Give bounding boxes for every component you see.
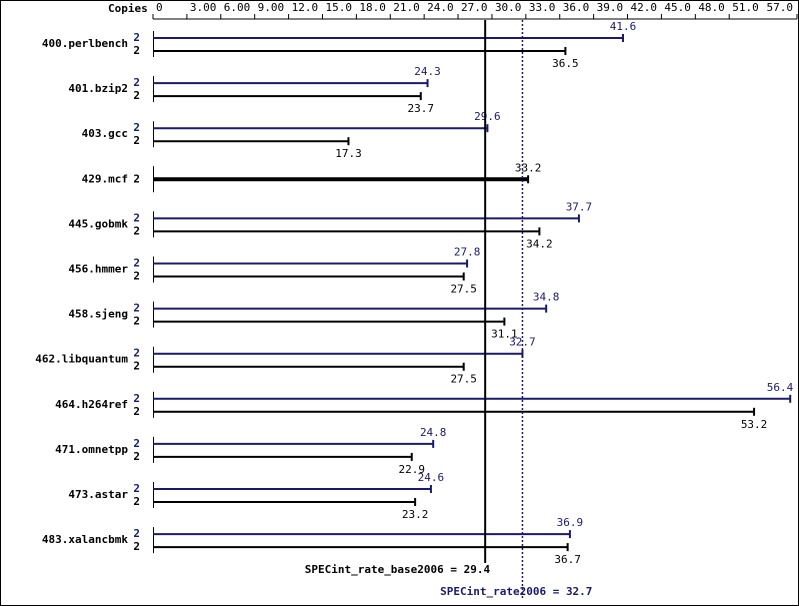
copies-label: 2 bbox=[133, 540, 140, 553]
copies-label: 2 bbox=[133, 89, 140, 102]
copies-label: 2 bbox=[133, 302, 140, 315]
x-tick-label: 30.0 bbox=[495, 1, 522, 14]
copies-label: 2 bbox=[133, 360, 140, 373]
reference-label: SPECint_rate2006 = 32.7 bbox=[440, 585, 592, 598]
copies-label: 2 bbox=[133, 347, 140, 360]
value-label: 27.5 bbox=[450, 373, 477, 386]
benchmark-label: 456.hmmer bbox=[68, 263, 128, 276]
value-label: 33.2 bbox=[515, 161, 542, 174]
value-label: 53.2 bbox=[741, 418, 768, 431]
x-tick-label: 3.00 bbox=[190, 1, 217, 14]
value-label: 32.7 bbox=[509, 336, 536, 349]
copies-label: 2 bbox=[133, 482, 140, 495]
copies-label: 2 bbox=[133, 44, 140, 57]
x-tick-label: 12.0 bbox=[292, 1, 319, 14]
benchmark-label: 401.bzip2 bbox=[68, 82, 128, 95]
x-tick-label: 42.0 bbox=[631, 1, 658, 14]
copies-label: 2 bbox=[133, 76, 140, 89]
copies-label: 2 bbox=[133, 121, 140, 134]
copies-label: 2 bbox=[133, 172, 140, 185]
x-tick-label: 51.0 bbox=[732, 1, 759, 14]
value-label: 56.4 bbox=[767, 381, 794, 394]
x-tick-label: 15.0 bbox=[325, 1, 352, 14]
copies-header: Copies bbox=[108, 2, 148, 15]
reference-label: SPECint_rate_base2006 = 29.4 bbox=[305, 563, 491, 576]
value-label: 22.9 bbox=[398, 463, 425, 476]
value-label: 31.1 bbox=[491, 328, 518, 341]
x-tick-label: 6.00 bbox=[224, 1, 251, 14]
value-label: 27.5 bbox=[450, 283, 477, 296]
x-tick-label: 21.0 bbox=[393, 1, 420, 14]
benchmark-label: 462.libquantum bbox=[35, 353, 128, 366]
copies-label: 2 bbox=[133, 315, 140, 328]
copies-label: 2 bbox=[133, 31, 140, 44]
benchmark-label: 400.perlbench bbox=[42, 37, 128, 50]
benchmark-label: 429.mcf bbox=[82, 172, 128, 185]
benchmark-label: 483.xalancbmk bbox=[42, 533, 128, 546]
x-tick-label: 36.0 bbox=[563, 1, 590, 14]
x-tick-label: 18.0 bbox=[359, 1, 386, 14]
benchmark-label: 473.astar bbox=[68, 488, 128, 501]
value-label: 36.5 bbox=[552, 57, 579, 70]
copies-label: 2 bbox=[133, 270, 140, 283]
copies-label: 2 bbox=[133, 437, 140, 450]
value-label: 41.6 bbox=[610, 20, 637, 33]
x-tick-label: 0 bbox=[156, 1, 163, 14]
benchmark-label: 458.sjeng bbox=[68, 308, 128, 321]
value-label: 17.3 bbox=[335, 147, 362, 160]
benchmark-label: 403.gcc bbox=[82, 127, 128, 140]
x-tick-label: 33.0 bbox=[529, 1, 556, 14]
copies-label: 2 bbox=[133, 527, 140, 540]
copies-label: 2 bbox=[133, 495, 140, 508]
value-label: 27.8 bbox=[454, 246, 481, 259]
value-label: 36.7 bbox=[554, 553, 581, 566]
value-label: 34.2 bbox=[526, 237, 553, 250]
x-tick-label: 27.0 bbox=[461, 1, 488, 14]
x-tick-label: 24.0 bbox=[427, 1, 454, 14]
value-label: 37.7 bbox=[566, 200, 593, 213]
x-tick-label: 57.0 bbox=[767, 1, 794, 14]
copies-label: 2 bbox=[133, 257, 140, 270]
value-label: 29.6 bbox=[474, 110, 501, 123]
copies-label: 2 bbox=[133, 405, 140, 418]
value-label: 23.2 bbox=[402, 508, 429, 521]
benchmark-label: 445.gobmk bbox=[68, 217, 128, 230]
copies-label: 2 bbox=[133, 134, 140, 147]
x-tick-label: 48.0 bbox=[698, 1, 725, 14]
value-label: 24.3 bbox=[414, 65, 441, 78]
value-label: 23.7 bbox=[408, 102, 435, 115]
value-label: 24.8 bbox=[420, 426, 447, 439]
x-tick-label: 45.0 bbox=[664, 1, 691, 14]
x-tick-label: 9.00 bbox=[258, 1, 285, 14]
benchmark-label: 464.h264ref bbox=[55, 398, 128, 411]
value-label: 34.8 bbox=[533, 291, 560, 304]
benchmark-label: 471.omnetpp bbox=[55, 443, 128, 456]
copies-label: 2 bbox=[133, 224, 140, 237]
value-label: 24.6 bbox=[418, 471, 445, 484]
value-label: 36.9 bbox=[557, 516, 584, 529]
copies-label: 2 bbox=[133, 211, 140, 224]
copies-label: 2 bbox=[133, 450, 140, 463]
x-tick-label: 39.0 bbox=[597, 1, 624, 14]
copies-label: 2 bbox=[133, 392, 140, 405]
